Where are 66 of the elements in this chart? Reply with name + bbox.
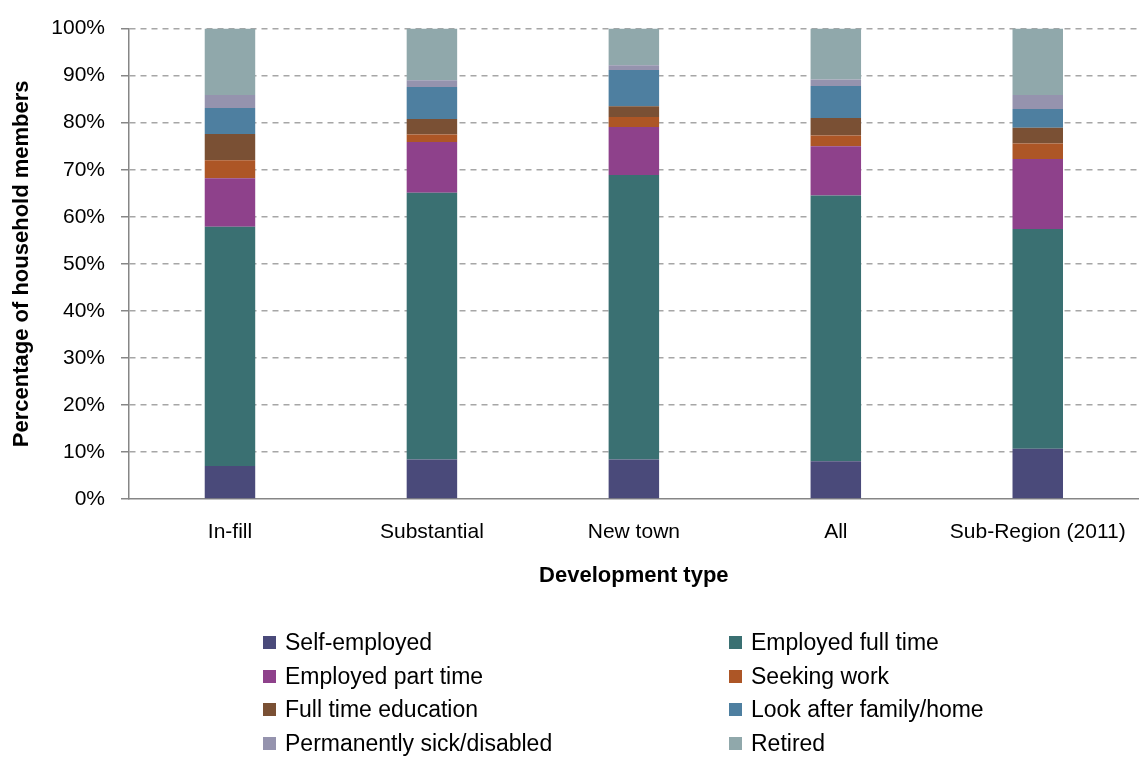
x-tick-label: New town — [587, 519, 680, 543]
bar — [406, 28, 458, 81]
legend-label: Self-employed — [285, 629, 433, 657]
bar — [1012, 28, 1063, 95]
bar — [204, 28, 256, 95]
bar — [810, 135, 862, 147]
y-tick-label: 40% — [62, 297, 105, 321]
bar — [204, 133, 256, 161]
y-tick-label: 30% — [62, 344, 105, 368]
bar — [810, 85, 862, 118]
bar — [810, 461, 862, 499]
y-tick-label: 60% — [62, 203, 105, 227]
bar — [406, 118, 458, 135]
y-tick-label: 90% — [62, 62, 105, 86]
bar — [1012, 448, 1063, 499]
bar — [1012, 94, 1063, 110]
bar — [608, 70, 660, 107]
legend-label: Permanently sick/disabled — [285, 729, 553, 757]
legend-label: Employed part time — [285, 662, 484, 690]
y-tick-label: 10% — [62, 438, 105, 462]
bar — [1012, 143, 1063, 159]
bar — [204, 226, 256, 467]
bar — [406, 80, 458, 87]
bar — [608, 28, 660, 66]
bar — [810, 79, 862, 86]
x-axis-title: Development type — [539, 561, 729, 587]
bar — [204, 160, 256, 179]
bar — [810, 195, 862, 462]
legend-label: Full time education — [285, 696, 479, 724]
bar — [608, 106, 660, 118]
legend-label: Retired — [751, 729, 826, 757]
bar — [608, 65, 660, 70]
y-tick-label: 20% — [62, 391, 105, 415]
bar — [406, 192, 458, 460]
y-tick-label: 100% — [51, 15, 105, 39]
x-tick-label: All — [824, 519, 848, 543]
y-tick-label: 50% — [62, 250, 105, 274]
bar — [204, 178, 256, 227]
bar — [204, 466, 256, 499]
bar — [1012, 228, 1063, 449]
legend-label: Employed full time — [751, 629, 939, 657]
y-tick-label: 0% — [74, 485, 105, 509]
bar — [406, 459, 458, 499]
bar — [608, 459, 660, 499]
bar — [204, 108, 256, 134]
bar — [810, 146, 862, 196]
bar — [810, 117, 862, 136]
bar — [810, 28, 862, 80]
x-tick-label: Substantial — [379, 519, 484, 543]
bar — [608, 174, 660, 460]
bar — [406, 134, 458, 142]
bar — [608, 117, 660, 127]
bar — [406, 141, 458, 193]
y-tick-label: 80% — [62, 109, 105, 133]
y-tick-label: 70% — [62, 156, 105, 180]
bar — [406, 86, 458, 119]
bar — [1012, 127, 1063, 144]
bar — [1012, 158, 1063, 229]
bar — [608, 126, 660, 175]
legend-label: Seeking work — [751, 662, 890, 690]
y-axis-title: Percentage of household members — [8, 80, 34, 448]
x-tick-label: In-fill — [207, 519, 253, 543]
legend-label: Look after family/home — [751, 696, 984, 724]
x-tick-label: Sub-Region (2011) — [949, 519, 1126, 543]
bar — [204, 94, 256, 109]
bar — [1012, 109, 1063, 128]
